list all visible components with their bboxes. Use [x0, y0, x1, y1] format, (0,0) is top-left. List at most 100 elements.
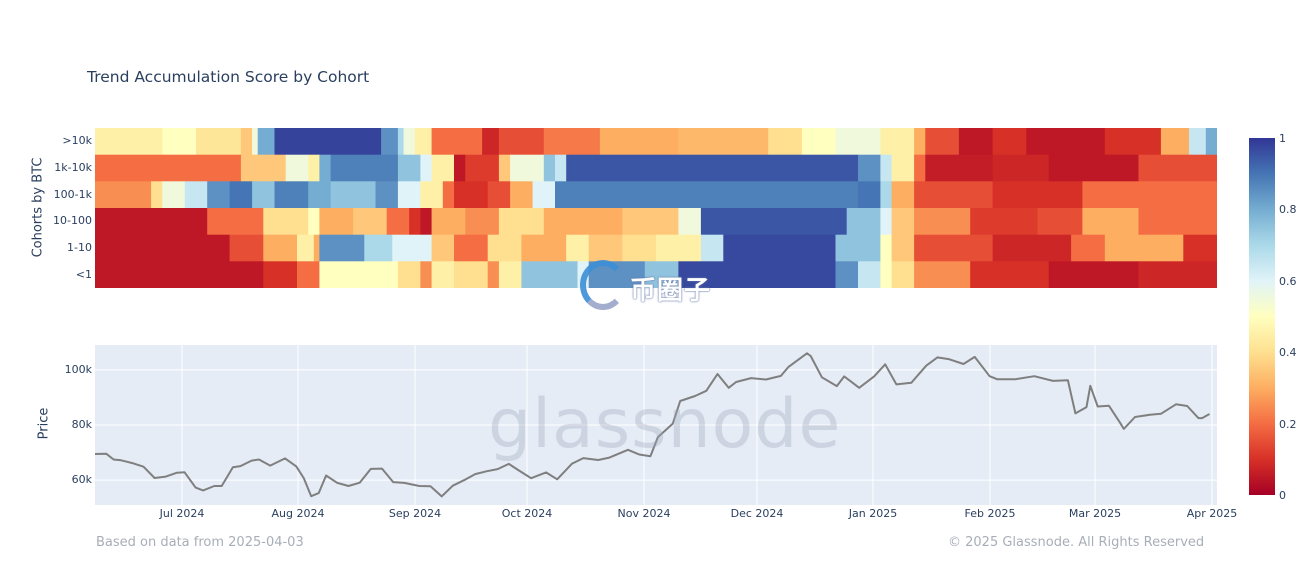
heatmap-cell — [992, 181, 1083, 209]
heatmap-cell — [970, 208, 1039, 236]
heatmap-cell — [970, 261, 1050, 288]
heatmap-cell — [498, 128, 545, 156]
heatmap-cell — [297, 261, 320, 288]
heatmap-cell — [891, 154, 915, 182]
cohort-heatmap[interactable] — [95, 128, 1217, 288]
heatmap-cell — [555, 181, 859, 209]
price-x-tick: Dec 2024 — [730, 507, 784, 520]
heatmap-cell — [95, 154, 242, 182]
heatmap-cell — [95, 261, 264, 288]
heatmap-cell — [1205, 128, 1217, 156]
heatmap-cell — [1082, 181, 1217, 209]
price-line[interactable] — [95, 352, 1210, 498]
heatmap-cell — [498, 208, 545, 236]
heatmap-cell — [95, 208, 208, 236]
heatmap-cell — [700, 208, 848, 236]
heatmap-cell — [914, 181, 994, 209]
heatmap-cell — [992, 234, 1072, 262]
heatmap-cell — [465, 208, 500, 236]
price-x-tick: Nov 2024 — [617, 507, 671, 520]
heatmap-cell — [532, 181, 556, 209]
heatmap-cell — [723, 234, 837, 262]
heatmap-cell — [95, 181, 152, 209]
heatmap-cell — [313, 234, 320, 262]
heatmap-cell — [330, 181, 377, 209]
heatmap-cell — [420, 208, 433, 236]
heatmap-cell — [622, 234, 657, 262]
heatmap-cell — [1082, 208, 1140, 236]
heatmap-cell — [420, 261, 433, 288]
heatmap-cell — [1104, 128, 1162, 156]
heatmap-cell — [858, 261, 881, 288]
heatmap-cell — [588, 234, 623, 262]
heatmap-cell — [801, 128, 837, 156]
heatmap-cell — [454, 181, 489, 209]
heatmap-cell — [454, 154, 466, 182]
heatmap-cell — [207, 181, 231, 209]
heatmap-cell — [992, 154, 1050, 182]
price-line-chart[interactable] — [95, 345, 1217, 505]
heatmap-cell — [487, 234, 522, 262]
heatmap-cell — [263, 261, 298, 288]
heatmap-cell — [914, 234, 994, 262]
heatmap-cell — [386, 208, 410, 236]
heatmap-cell — [263, 234, 298, 262]
heatmap-cell — [240, 154, 287, 182]
heatmap-cell — [880, 128, 915, 156]
heatmap-cell — [95, 128, 163, 156]
heatmap-cell — [330, 154, 399, 182]
heatmap-cell — [442, 181, 455, 209]
heatmap-cell — [431, 128, 483, 156]
heatmap-cell — [588, 261, 646, 288]
heatmap-cell — [162, 128, 197, 156]
heatmap-cell — [1138, 154, 1217, 182]
heatmap-cell — [543, 128, 601, 156]
heatmap-cell — [420, 154, 433, 182]
heatmap-cell — [353, 208, 388, 236]
price-y-tick: 80k — [71, 418, 92, 431]
heatmap-cell — [858, 154, 881, 182]
heatmap-cell — [207, 208, 264, 236]
heatmap-cell — [285, 154, 309, 182]
heatmap-cell — [566, 234, 590, 262]
heatmap-cell — [498, 154, 511, 182]
price-y-tick: 60k — [71, 473, 92, 486]
heatmap-cell — [263, 208, 309, 236]
heatmap-cell — [184, 181, 208, 209]
heatmap-cell — [992, 128, 1027, 156]
heatmap-cell — [319, 261, 399, 288]
heatmap-cell — [431, 261, 455, 288]
heatmap-cell — [454, 234, 489, 262]
heatmap-cell — [914, 154, 926, 182]
heatmap-cell — [958, 128, 994, 156]
heatmap-cell — [319, 154, 332, 182]
colorbar-tick: 0.8 — [1279, 203, 1297, 216]
colorbar-tick: 0.6 — [1279, 275, 1297, 288]
heatmap-cell — [1138, 261, 1217, 288]
heatmap-cell — [566, 154, 859, 182]
heatmap-cell — [397, 154, 421, 182]
heatmap-row-label: 10-100 — [53, 214, 92, 227]
heatmap-cell — [891, 181, 915, 209]
heatmap-cell — [599, 128, 679, 156]
heatmap-cell — [420, 181, 444, 209]
heatmap-cell — [914, 208, 971, 236]
heatmap-cell — [835, 261, 859, 288]
price-x-tick: Feb 2025 — [964, 507, 1016, 520]
heatmap-cell — [274, 128, 382, 156]
heatmap-cell — [891, 234, 915, 262]
heatmap-cell — [414, 128, 433, 156]
heatmap-cell — [1048, 154, 1140, 182]
colorbar — [1249, 138, 1275, 495]
price-x-tick: Oct 2024 — [501, 507, 553, 520]
heatmap-cell — [482, 128, 500, 156]
heatmap-cell — [381, 128, 399, 156]
heatmap-cell — [521, 234, 567, 262]
data-date-note: Based on data from 2025-04-03 — [96, 535, 304, 550]
heatmap-cell — [431, 234, 455, 262]
colorbar-tick: 1 — [1279, 132, 1286, 145]
heatmap-cell — [375, 181, 399, 209]
heatmap-cell — [891, 208, 915, 236]
heatmap-cell — [229, 181, 253, 209]
heatmap-cell — [880, 261, 893, 288]
